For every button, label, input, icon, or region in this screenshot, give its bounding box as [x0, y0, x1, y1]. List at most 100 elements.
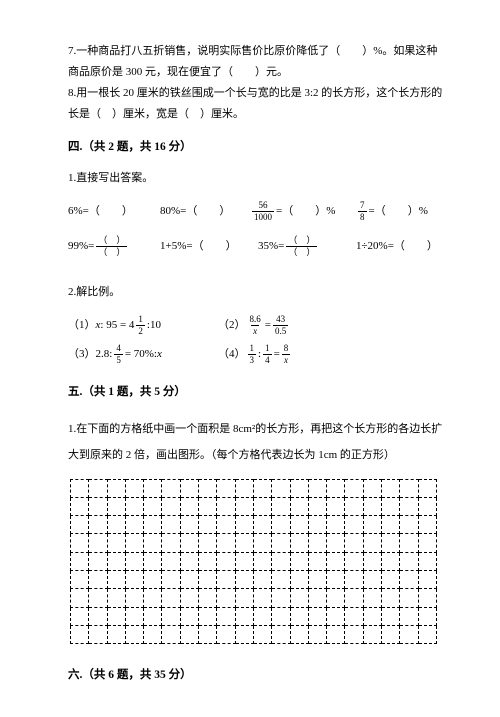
- grid-cell: [107, 552, 125, 570]
- grid-cell: [71, 571, 89, 589]
- prop-3: （3）2.8: 4 5 = 70%: x: [68, 344, 218, 365]
- grid-cell: [71, 552, 89, 570]
- grid-cell: [272, 516, 290, 534]
- grid-cell: [125, 571, 143, 589]
- grid-cell: [345, 607, 363, 625]
- grid-cell: [253, 571, 271, 589]
- grid-cell: [107, 607, 125, 625]
- var-x2: x: [251, 325, 259, 336]
- frac-blank-1: （ ） （ ）: [96, 236, 127, 257]
- math-item-56-1000: 56 1000 =（ ）%: [250, 201, 356, 222]
- grid-cell: [71, 534, 89, 552]
- grid-cell: [199, 571, 217, 589]
- grid-cell: [418, 625, 436, 643]
- grid-cell: [125, 516, 143, 534]
- section5-q1-line1: 1.在下面的方格纸中画一个面积是 8cm²的长方形，再把这个长方形的各边长扩: [68, 423, 442, 435]
- grid-cell: [363, 625, 381, 643]
- frac-4-5: 4 5: [114, 344, 123, 365]
- grid-cell: [418, 534, 436, 552]
- grid-cell: [363, 607, 381, 625]
- grid-cell: [107, 516, 125, 534]
- grid-cell: [180, 479, 198, 497]
- grid-cell: [199, 497, 217, 515]
- grid-cell: [290, 571, 308, 589]
- grid-cell: [327, 625, 345, 643]
- grid-cell: [272, 497, 290, 515]
- grid-cell: [199, 534, 217, 552]
- grid-cell: [180, 516, 198, 534]
- math-item-7-8: 7 8 =（ ）%: [356, 201, 428, 222]
- grid-cell: [327, 516, 345, 534]
- grid-cell: [125, 479, 143, 497]
- grid-cell: [327, 571, 345, 589]
- grid-cell: [217, 516, 235, 534]
- grid-cell: [180, 571, 198, 589]
- grid-cell: [400, 479, 418, 497]
- grid-cell: [418, 516, 436, 534]
- grid-cell: [71, 589, 89, 607]
- grid-cell: [308, 607, 326, 625]
- section-4-header: 四.（共 2 题，共 16 分）: [68, 138, 450, 157]
- grid-cell: [180, 497, 198, 515]
- grid-cell: [89, 479, 107, 497]
- math-row-1: 6%=（ ） 80%=（ ） 56 1000 =（ ）% 7 8 =（ ）%: [68, 201, 450, 222]
- frac-blank-2: （ ） （ ）: [286, 236, 317, 257]
- grid-cell: [400, 497, 418, 515]
- grid-cell: [345, 534, 363, 552]
- grid-cell: [144, 589, 162, 607]
- grid-cell: [400, 589, 418, 607]
- grid-cell: [418, 589, 436, 607]
- grid-cell: [308, 625, 326, 643]
- grid-cell: [253, 552, 271, 570]
- grid-cell: [125, 534, 143, 552]
- grid-cell: [253, 625, 271, 643]
- grid-cell: [400, 552, 418, 570]
- grid-cell: [180, 534, 198, 552]
- grid-cell: [162, 479, 180, 497]
- grid-cell: [418, 497, 436, 515]
- prop-2: （2） 8.6 x = 43 0.5: [218, 315, 290, 336]
- grid-cell: [162, 607, 180, 625]
- page-container: 7.一种商品打八五折销售，说明实际售价比原价降低了（ ）%。如果这种 商品原价是…: [0, 0, 500, 717]
- grid-cell: [71, 607, 89, 625]
- section4-sub2: 2.解比例。: [68, 283, 450, 301]
- grid-cell: [363, 534, 381, 552]
- grid-cell: [217, 479, 235, 497]
- grid-cell: [272, 552, 290, 570]
- grid-cell: [308, 497, 326, 515]
- grid-cell: [363, 516, 381, 534]
- grid-cell: [162, 516, 180, 534]
- grid-cell: [290, 552, 308, 570]
- grid-cell: [144, 479, 162, 497]
- grid-table: [70, 479, 437, 645]
- grid-cell: [235, 607, 253, 625]
- grid-cell: [418, 607, 436, 625]
- grid-cell: [235, 497, 253, 515]
- grid-cell: [253, 516, 271, 534]
- grid-cell: [180, 607, 198, 625]
- grid-cell: [327, 534, 345, 552]
- grid-cell: [363, 479, 381, 497]
- grid-cell: [89, 571, 107, 589]
- grid-cell: [400, 625, 418, 643]
- grid-cell: [253, 534, 271, 552]
- grid-cell: [345, 516, 363, 534]
- q8-line1: 8.用一根长 20 厘米的铁丝围成一个长与宽的比是 3:2 的长方形，这个长方形…: [68, 84, 450, 102]
- prop-4: （4） 1 3 : 1 4 = 8 x: [218, 344, 292, 365]
- grid-cell: [89, 516, 107, 534]
- grid-cell: [180, 625, 198, 643]
- math-item-35pct: 35%= （ ） （ ）: [258, 236, 356, 257]
- grid-cell: [400, 516, 418, 534]
- grid-cell: [308, 589, 326, 607]
- var-x4: x: [282, 354, 290, 365]
- grid-cell: [345, 479, 363, 497]
- grid-cell: [125, 497, 143, 515]
- grid-cell: [272, 589, 290, 607]
- grid-cell: [400, 571, 418, 589]
- grid-cell: [272, 571, 290, 589]
- grid-cell: [400, 607, 418, 625]
- grid-cell: [327, 497, 345, 515]
- frac-8-x: 8 x: [282, 344, 291, 365]
- grid-cell: [363, 497, 381, 515]
- proportions-block: （1） x : 95 = 4 1 2 :10 （2） 8.6 x = 43 0.…: [68, 315, 450, 365]
